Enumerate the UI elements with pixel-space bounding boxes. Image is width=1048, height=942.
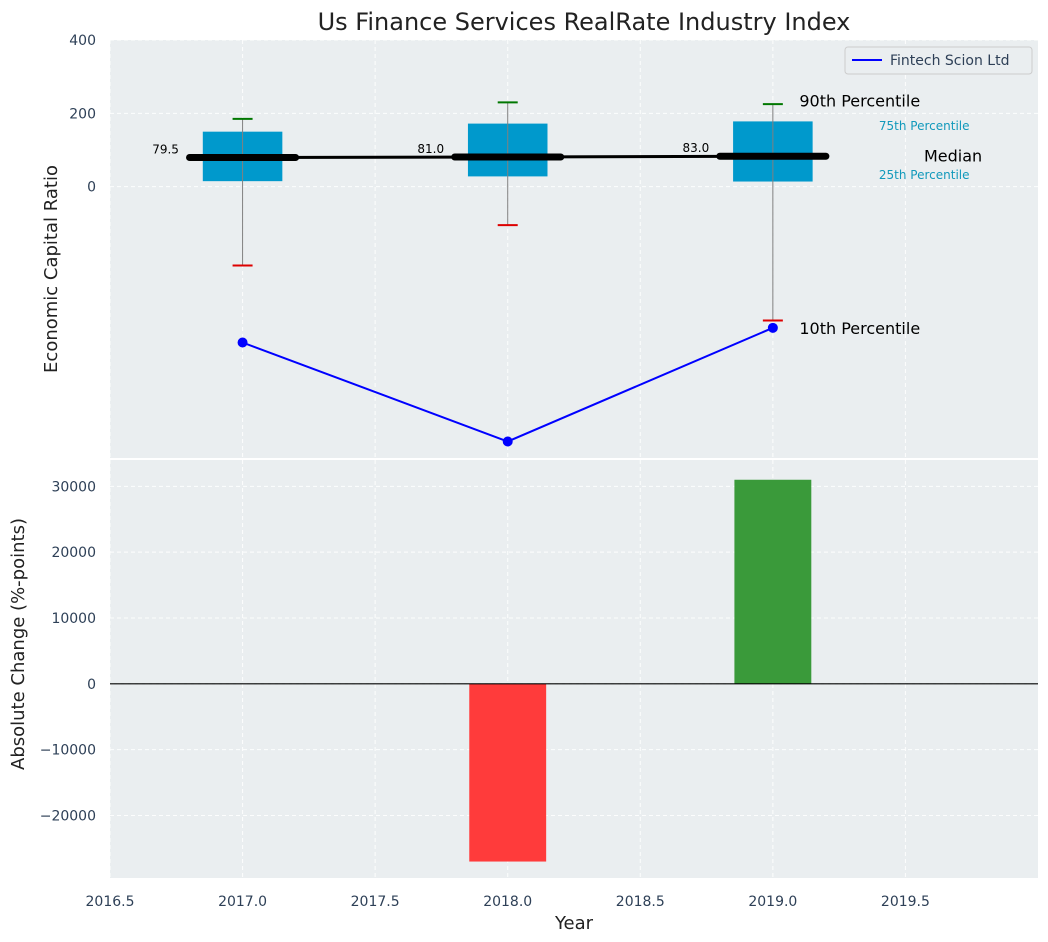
y-tick-label-bottom: 30000 [51,479,96,495]
y-axis-label-bottom: Absolute Change (%-points) [8,518,29,770]
annotation-median: Median [924,147,982,166]
box-elements: 79.5 81.0 83.0 [152,101,830,322]
series-point [237,337,248,348]
median-value-label: 79.5 [152,143,179,157]
top-gridlines [109,39,1038,458]
legend-label: Fintech Scion Ltd [890,53,1009,69]
x-tick-label: 2018.5 [616,894,665,910]
top-y-ticks: 0 200 400 [69,33,96,196]
annotation-p75: 75th Percentile [879,119,970,133]
x-tick-label: 2018.0 [483,894,532,910]
series-elements [237,322,778,447]
y-axis-label-top: Economic Capital Ratio [41,165,62,373]
chart-title: Us Finance Services RealRate Industry In… [318,8,851,36]
y-tick-label-bottom: −10000 [40,743,96,759]
legend-frame [844,46,1033,75]
percentile-annotations: 90th Percentile 75th Percentile Median 2… [799,92,982,338]
y-tick-label-bottom: −20000 [40,808,96,824]
series-point [767,322,778,333]
y-tick-label-bottom: 10000 [51,611,96,627]
y-tick-label-top: 200 [69,106,96,122]
annotation-p25: 25th Percentile [879,168,970,182]
y-tick-label-bottom: 0 [87,677,96,693]
series-point [502,436,513,447]
bar-chart-panel: −20000 −10000 0 10000 20000 30000 2016.5 2017.… [8,460,1038,934]
y-tick-label-top: 0 [87,180,96,196]
bar [469,683,547,862]
y-tick-label-top: 400 [69,33,96,49]
x-tick-label: 2017.5 [351,894,400,910]
annotation-p10: 10th Percentile [799,319,920,338]
legend: Fintech Scion Ltd [844,46,1033,75]
bottom-y-ticks: −20000 −10000 0 10000 20000 30000 [40,479,96,824]
median-value-label: 81.0 [417,142,444,156]
x-axis-label: Year [554,913,594,934]
y-tick-label-bottom: 20000 [51,545,96,561]
x-tick-label: 2019.0 [748,894,797,910]
x-tick-label: 2019.5 [881,894,930,910]
x-tick-label: 2017.0 [218,894,267,910]
x-tick-label: 2016.5 [86,894,135,910]
median-value-label: 83.0 [683,141,710,155]
bottom-plot-area [110,460,1038,878]
median-trend-line [242,154,773,160]
box-plot-panel: 0 200 400 79.5 81.0 83.0 90th Percentile 75t… [41,8,1038,458]
x-ticks: 2016.5 2017.0 2017.5 2018.0 2018.5 2019.0 2019… [86,894,930,910]
top-plot-area [110,40,1038,458]
bar [734,479,812,684]
bar-elements [469,479,812,862]
annotation-p90: 90th Percentile [799,92,920,111]
